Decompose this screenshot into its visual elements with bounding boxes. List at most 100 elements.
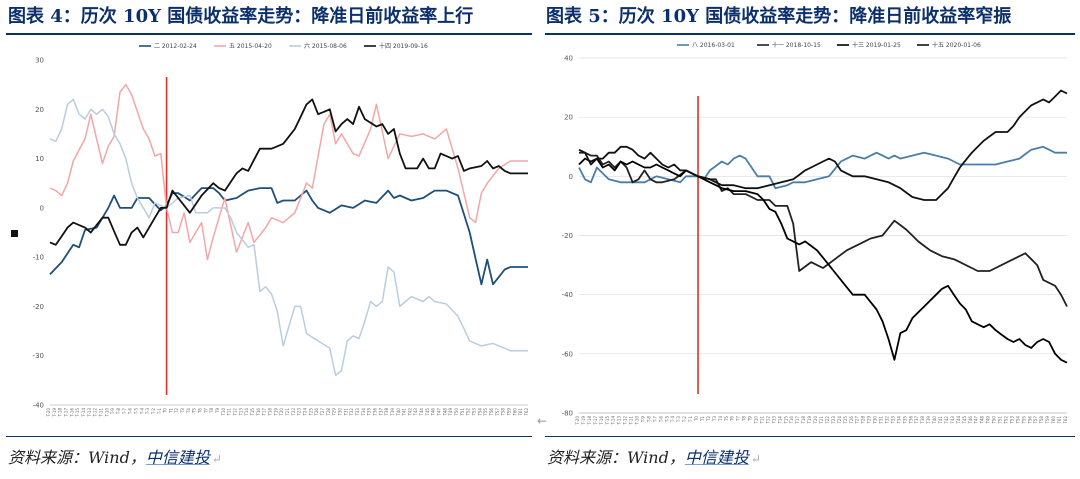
x-tick-label: T19 (273, 408, 278, 417)
legend-label: 十一 2018-10-15 (772, 41, 821, 49)
x-tick-label: T35 (367, 408, 372, 417)
x-tick-label: T9 (748, 416, 753, 422)
series-line (49, 98, 528, 377)
y-tick-label: -80 (562, 410, 573, 418)
x-tick-label: T38 (384, 408, 389, 417)
x-tick-label: T31 (879, 416, 884, 425)
x-tick-label: T35 (902, 416, 907, 425)
x-tick-label: T40 (396, 408, 401, 417)
x-tick-label: T-13 (87, 408, 92, 418)
x-tick-label: T58 (1039, 416, 1044, 425)
series-line (578, 89, 1068, 201)
x-tick-label: T43 (413, 408, 418, 417)
x-tick-label: T-12 (93, 408, 98, 418)
y-tick-label: 20 (35, 106, 44, 114)
x-tick-label: T26 (849, 416, 854, 425)
x-tick-label: T-10 (104, 408, 109, 418)
source-rule-left (6, 436, 532, 437)
x-tick-label: T13 (238, 408, 243, 417)
source-note-left: 资料来源：Wind，中信建投 ↵ (8, 444, 222, 468)
x-tick-label: T37 (914, 416, 919, 425)
x-tick-label: T4 (186, 408, 191, 414)
y-tick-label: -40 (33, 402, 44, 410)
x-tick-label: T45 (962, 416, 967, 425)
x-tick-label: T-10 (635, 416, 640, 426)
x-tick-label: T46 (968, 416, 973, 425)
x-tick-label: T17 (795, 416, 800, 425)
x-tick-label: T12 (233, 408, 238, 417)
x-tick-label: T-18 (58, 408, 63, 418)
legend-label: 十五 2020-01-06 (932, 41, 981, 49)
y-tick-label: -60 (562, 350, 573, 358)
x-tick-label: T-3 (145, 408, 150, 416)
x-tick-label: T31 (343, 408, 348, 417)
x-tick-label: T14 (777, 416, 782, 425)
x-tick-label: T38 (920, 416, 925, 425)
x-tick-label: T0 (163, 408, 168, 414)
x-tick-label: T54 (1015, 416, 1020, 425)
x-tick-label: T55 (483, 408, 488, 417)
x-tick-label: T47 (974, 416, 979, 425)
x-tick-label: T10 (754, 416, 759, 425)
x-tick-label: T10 (221, 408, 226, 417)
x-tick-label: T22 (291, 408, 296, 417)
source-brand: 中信建投 (684, 448, 749, 467)
x-tick-label: T3 (180, 408, 185, 414)
x-tick-label: T49 (986, 416, 991, 425)
x-tick-label: T-8 (646, 416, 651, 424)
series-line (578, 145, 1067, 190)
x-tick-label: T-2 (682, 416, 687, 424)
x-tick-label: T26 (314, 408, 319, 417)
x-tick-label: T-19 (581, 416, 586, 426)
series-line (49, 187, 528, 286)
x-tick-label: T2 (174, 408, 179, 414)
x-tick-label: T39 (926, 416, 931, 425)
x-tick-label: T19 (807, 416, 812, 425)
x-tick-label: T-16 (69, 408, 74, 418)
x-tick-label: T48 (442, 408, 447, 417)
source-note-right: 资料来源：Wind，中信建投 ↵ (547, 444, 761, 468)
x-tick-label: T61 (518, 408, 523, 417)
legend-label: 十四 2019-09-16 (379, 42, 428, 50)
x-tick-label: T1 (168, 408, 173, 414)
x-tick-label: T-20 (46, 408, 51, 418)
x-tick-label: T6 (730, 416, 735, 422)
legend-label: 六 2015-08-06 (304, 42, 347, 50)
x-tick-label: T41 (402, 408, 407, 417)
x-tick-label: T62 (1063, 416, 1068, 425)
x-tick-label: T45 (425, 408, 430, 417)
x-tick-label: T34 (896, 416, 901, 425)
y-tick-label: -20 (33, 303, 44, 311)
x-tick-label: T-11 (629, 416, 634, 426)
x-tick-label: T53 (472, 408, 477, 417)
x-tick-label: T28 (326, 408, 331, 417)
y-tick-label: 20 (564, 114, 573, 122)
series-line (578, 157, 1068, 364)
x-tick-label: T32 (884, 416, 889, 425)
title-rule-left (6, 33, 532, 35)
source-prefix: 资料来源：Wind， (8, 448, 146, 467)
x-tick-label: T56 (489, 408, 494, 417)
x-tick-label: T56 (1027, 416, 1032, 425)
x-tick-label: T-1 (688, 416, 693, 424)
x-tick-label: T24 (837, 416, 842, 425)
x-tick-label: T29 (867, 416, 872, 425)
series-line (579, 151, 1068, 307)
x-tick-label: T36 (908, 416, 913, 425)
x-tick-label: T6 (198, 408, 203, 414)
x-tick-label: T62 (524, 408, 529, 417)
x-tick-label: T23 (831, 416, 836, 425)
x-tick-label: T44 (956, 416, 961, 425)
x-tick-label: T50 (454, 408, 459, 417)
source-rule-right (545, 436, 1075, 437)
x-tick-label: T-11 (98, 408, 103, 418)
x-tick-label: T4 (718, 416, 723, 422)
x-tick-label: T54 (477, 408, 482, 417)
legend-label: 八 2016-03-01 (692, 42, 735, 49)
x-tick-label: T21 (819, 416, 824, 425)
x-tick-label: T5 (724, 416, 729, 422)
x-tick-label: T33 (890, 416, 895, 425)
x-tick-label: T52 (1003, 416, 1008, 425)
x-tick-label: T11 (759, 416, 764, 425)
x-tick-label: T-14 (81, 408, 86, 418)
